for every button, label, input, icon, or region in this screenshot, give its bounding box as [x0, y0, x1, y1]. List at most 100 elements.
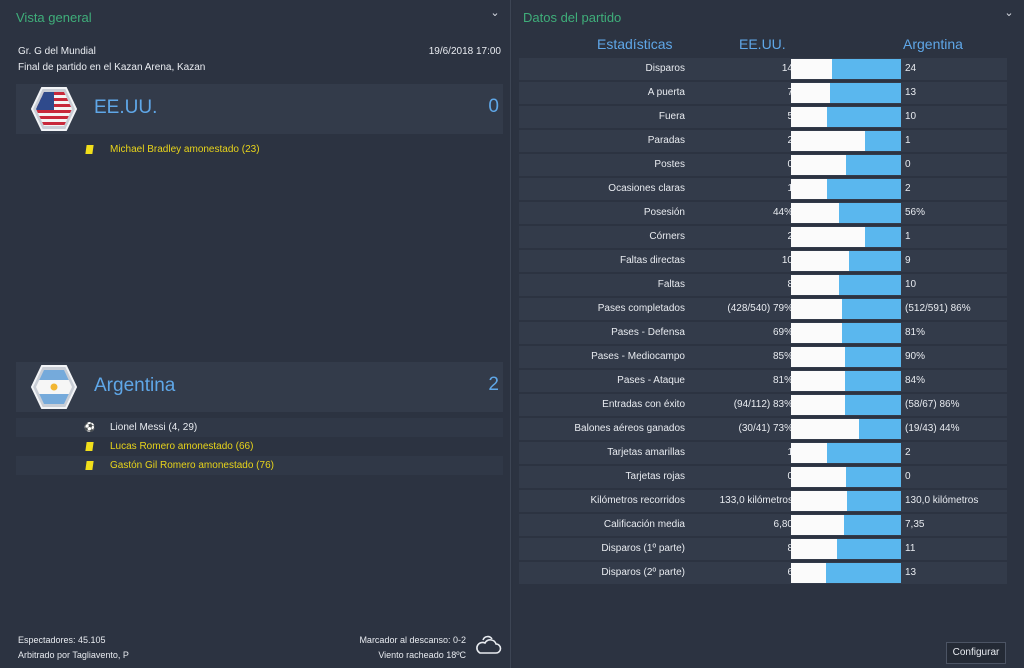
stat-home-bar: [791, 539, 838, 559]
stat-label: Posesión: [643, 207, 685, 218]
stat-home-bar: [791, 515, 844, 535]
match-footer-info: Espectadores: 45.105 Arbitrado por Tagli…: [18, 633, 129, 663]
stat-home-value: 1: [787, 183, 793, 194]
stat-home-bar: [791, 251, 850, 271]
stat-home-value: 81%: [772, 375, 793, 386]
stat-home-bar: [791, 275, 840, 295]
stat-home-bar: [791, 419, 860, 439]
stat-row: Pases - Defensa 69% 81%: [519, 322, 1007, 344]
stat-label: A puerta: [647, 87, 685, 98]
stat-away-value: 7,35: [905, 519, 925, 530]
referee-label: Arbitrado por Tagliavento, P: [18, 650, 129, 660]
stat-away-value: 2: [905, 447, 911, 458]
stat-row: A puerta 7 13: [519, 82, 1007, 104]
stat-away-value: (58/67) 86%: [905, 399, 960, 410]
stat-label: Paradas: [647, 135, 685, 146]
configure-button[interactable]: Configurar: [946, 642, 1006, 664]
event-text: Lucas Romero amonestado (66): [110, 441, 254, 452]
match-datetime: 19/6/2018 17:00: [428, 46, 501, 57]
stat-home-value: 133,0 kilómetros: [719, 495, 793, 506]
stat-home-value: 7: [787, 87, 793, 98]
stat-label: Pases - Defensa: [611, 327, 685, 338]
stat-home-value: (30/41) 73%: [738, 423, 793, 434]
stat-row: Entradas con éxito (94/112) 83% (58/67) 86…: [519, 394, 1007, 416]
stat-home-bar: [791, 443, 828, 463]
stat-away-value: (512/591) 86%: [905, 303, 971, 314]
home-team-header[interactable]: EE.UU. 0: [16, 84, 503, 134]
stat-home-value: (94/112) 83%: [733, 399, 793, 410]
stat-comparison-bar: [791, 395, 901, 415]
stat-home-bar: [791, 371, 845, 391]
chevron-down-icon[interactable]: ⌄: [1004, 7, 1014, 19]
stat-label: Kilómetros recorridos: [590, 495, 685, 506]
stat-comparison-bar: [791, 467, 901, 487]
home-column-header: EE.UU.: [739, 36, 786, 52]
stat-row: Postes 0 0: [519, 154, 1007, 176]
stat-comparison-bar: [791, 227, 901, 247]
home-team-name[interactable]: EE.UU.: [94, 97, 158, 118]
home-team-score: 0: [488, 96, 499, 117]
stat-home-bar: [791, 563, 827, 583]
event-row: ⚽ Lionel Messi (4, 29): [16, 418, 503, 437]
stat-label: Disparos (2º parte): [601, 567, 685, 578]
stat-comparison-bar: [791, 275, 901, 295]
stat-away-value: 0: [905, 471, 911, 482]
stat-label: Tarjetas rojas: [625, 471, 685, 482]
stat-row: Kilómetros recorridos 133,0 kilómetros 130…: [519, 490, 1007, 512]
stat-row: Calificación media 6,80 7,35: [519, 514, 1007, 536]
stat-comparison-bar: [791, 179, 901, 199]
stat-home-bar: [791, 491, 848, 511]
away-team-name[interactable]: Argentina: [94, 375, 176, 396]
weather-label: Viento racheado 18ºC: [378, 650, 466, 660]
stat-home-value: 2: [787, 231, 793, 242]
stat-label: Fuera: [658, 111, 685, 122]
stat-home-value: 1: [787, 447, 793, 458]
stat-home-bar: [791, 203, 840, 223]
event-text: Michael Bradley amonestado (23): [110, 144, 260, 155]
stat-home-bar: [791, 299, 842, 319]
event-text: Gastón Gil Romero amonestado (76): [110, 460, 274, 471]
stat-home-value: 0: [787, 159, 793, 170]
stat-home-value: 6,80: [773, 519, 793, 530]
stat-row: Ocasiones claras 1 2: [519, 178, 1007, 200]
stat-comparison-bar: [791, 251, 901, 271]
stat-home-value: 2: [787, 135, 793, 146]
stat-row: Balones aéreos ganados (30/41) 73% (19/43)…: [519, 418, 1007, 440]
stat-comparison-bar: [791, 83, 901, 103]
stat-row: Disparos (2º parte) 6 13: [519, 562, 1007, 584]
stat-away-value: 11: [905, 543, 916, 554]
stat-home-bar: [791, 155, 846, 175]
stat-comparison-bar: [791, 59, 901, 79]
venue-label: Final de partido en el Kazan Arena, Kaza…: [18, 62, 206, 73]
stat-away-value: 81%: [905, 327, 926, 338]
stat-away-value: 10: [905, 279, 917, 290]
stat-comparison-bar: [791, 323, 901, 343]
stat-comparison-bar: [791, 443, 901, 463]
stat-label: Disparos (1º parte): [601, 543, 685, 554]
stat-comparison-bar: [791, 563, 901, 583]
attendance-label: Espectadores: 45.105: [18, 635, 106, 645]
stat-away-value: 13: [905, 567, 917, 578]
stat-away-value: 24: [905, 63, 917, 74]
stat-away-value: 56%: [905, 207, 926, 218]
match-data-panel: Datos del partido ⌄ Estadísticas EE.UU. …: [513, 0, 1024, 668]
stat-label: Calificación media: [603, 519, 685, 530]
stat-home-bar: [791, 395, 845, 415]
yellow-card-icon: [85, 461, 94, 470]
stats-column-header: Estadísticas: [597, 36, 673, 52]
event-row: Lucas Romero amonestado (66): [16, 437, 503, 456]
stat-label: Faltas directas: [619, 255, 685, 266]
chevron-down-icon[interactable]: ⌄: [490, 7, 500, 19]
stat-home-bar: [791, 467, 846, 487]
stat-row: Disparos 14 24: [519, 58, 1007, 80]
stat-row: Pases - Mediocampo 85% 90%: [519, 346, 1007, 368]
stat-home-bar: [791, 107, 828, 127]
stat-label: Córners: [649, 231, 685, 242]
stat-label: Tarjetas amarillas: [607, 447, 685, 458]
stat-comparison-bar: [791, 155, 901, 175]
stat-home-value: (428/540) 79%: [727, 303, 793, 314]
match-footer-conditions: Marcador al descanso: 0-2 Viento rachead…: [359, 633, 466, 663]
stat-row: Pases completados (428/540) 79% (512/591) …: [519, 298, 1007, 320]
stat-row: Faltas directas 10 9: [519, 250, 1007, 272]
away-team-header[interactable]: Argentina 2: [16, 362, 503, 412]
